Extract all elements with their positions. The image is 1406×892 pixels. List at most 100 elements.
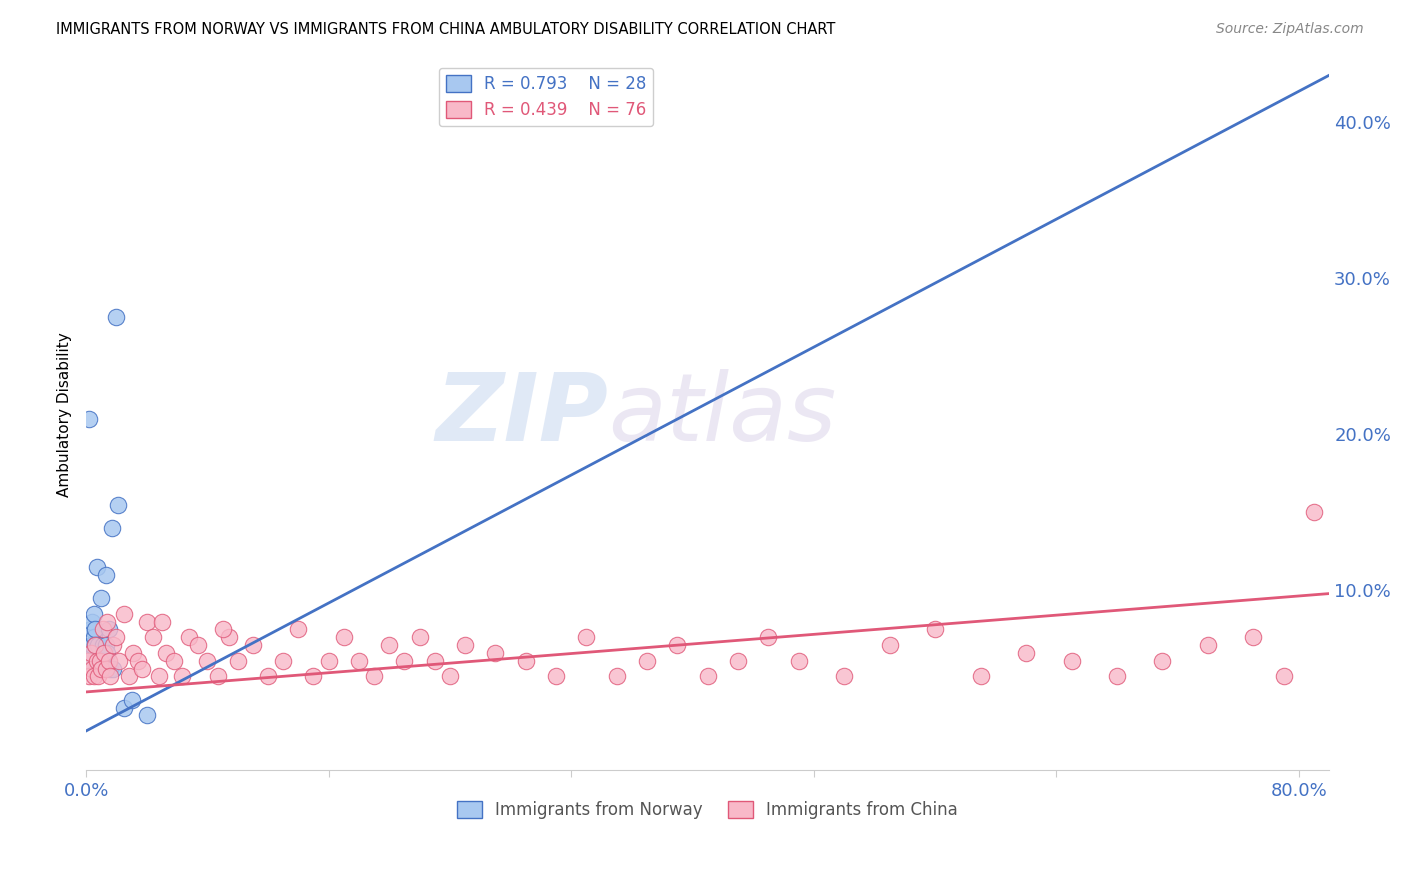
Legend: Immigrants from Norway, Immigrants from China: Immigrants from Norway, Immigrants from … xyxy=(450,794,965,826)
Point xyxy=(394,654,416,668)
Point xyxy=(105,310,128,325)
Point xyxy=(544,669,567,683)
Point xyxy=(101,521,124,535)
Y-axis label: Ambulatory Disability: Ambulatory Disability xyxy=(58,333,72,497)
Point xyxy=(787,654,810,668)
Point xyxy=(91,623,114,637)
Point xyxy=(105,630,128,644)
Point xyxy=(287,623,309,637)
Point xyxy=(79,638,101,652)
Text: atlas: atlas xyxy=(609,369,837,460)
Point xyxy=(756,630,779,644)
Point xyxy=(84,638,107,652)
Point xyxy=(83,607,105,621)
Point xyxy=(86,560,108,574)
Point xyxy=(1197,638,1219,652)
Point xyxy=(439,669,461,683)
Point xyxy=(83,630,105,644)
Point xyxy=(79,646,101,660)
Text: ZIP: ZIP xyxy=(436,368,609,461)
Text: IMMIGRANTS FROM NORWAY VS IMMIGRANTS FROM CHINA AMBULATORY DISABILITY CORRELATIO: IMMIGRANTS FROM NORWAY VS IMMIGRANTS FRO… xyxy=(56,22,835,37)
Point xyxy=(127,654,149,668)
Point xyxy=(76,654,98,668)
Point xyxy=(93,646,115,660)
Point xyxy=(84,638,107,652)
Point xyxy=(77,411,100,425)
Point xyxy=(226,654,249,668)
Point xyxy=(103,661,125,675)
Point xyxy=(155,646,177,660)
Point xyxy=(86,654,108,668)
Point xyxy=(131,661,153,675)
Point xyxy=(112,607,135,621)
Point xyxy=(148,669,170,683)
Point xyxy=(423,654,446,668)
Point xyxy=(87,669,110,683)
Point xyxy=(107,498,129,512)
Point xyxy=(97,654,120,668)
Point xyxy=(96,646,118,660)
Point xyxy=(242,638,264,652)
Point xyxy=(271,654,294,668)
Point xyxy=(83,669,105,683)
Point xyxy=(333,630,356,644)
Point xyxy=(135,708,157,723)
Point xyxy=(969,669,991,683)
Text: Source: ZipAtlas.com: Source: ZipAtlas.com xyxy=(1216,22,1364,37)
Point xyxy=(302,669,325,683)
Point xyxy=(98,669,121,683)
Point xyxy=(98,661,121,675)
Point xyxy=(150,615,173,629)
Point xyxy=(195,654,218,668)
Point xyxy=(1105,669,1128,683)
Point xyxy=(82,661,104,675)
Point xyxy=(112,700,135,714)
Point xyxy=(636,654,658,668)
Point xyxy=(121,692,143,706)
Point xyxy=(575,630,598,644)
Point xyxy=(87,638,110,652)
Point xyxy=(77,669,100,683)
Point xyxy=(91,638,114,652)
Point xyxy=(96,615,118,629)
Point xyxy=(79,623,101,637)
Point xyxy=(117,669,139,683)
Point xyxy=(1060,654,1083,668)
Point xyxy=(454,638,477,652)
Point xyxy=(1243,630,1265,644)
Point xyxy=(347,654,370,668)
Point xyxy=(606,669,628,683)
Point xyxy=(1152,654,1174,668)
Point xyxy=(94,661,117,675)
Point xyxy=(93,646,115,660)
Point xyxy=(108,654,131,668)
Point xyxy=(727,654,749,668)
Point xyxy=(179,630,201,644)
Point xyxy=(84,623,107,637)
Point xyxy=(89,654,111,668)
Point xyxy=(1272,669,1295,683)
Point xyxy=(90,661,112,675)
Point xyxy=(1015,646,1038,660)
Point xyxy=(94,567,117,582)
Point xyxy=(1303,505,1326,519)
Point xyxy=(76,654,98,668)
Point xyxy=(696,669,718,683)
Point xyxy=(378,638,401,652)
Point xyxy=(122,646,145,660)
Point xyxy=(94,638,117,652)
Point xyxy=(318,654,340,668)
Point xyxy=(90,591,112,606)
Point xyxy=(218,630,240,644)
Point xyxy=(163,654,186,668)
Point xyxy=(187,638,209,652)
Point xyxy=(408,630,430,644)
Point xyxy=(97,623,120,637)
Point xyxy=(515,654,537,668)
Point xyxy=(879,638,901,652)
Point xyxy=(363,669,385,683)
Point xyxy=(170,669,193,683)
Point xyxy=(832,669,855,683)
Point xyxy=(89,654,111,668)
Point xyxy=(103,638,125,652)
